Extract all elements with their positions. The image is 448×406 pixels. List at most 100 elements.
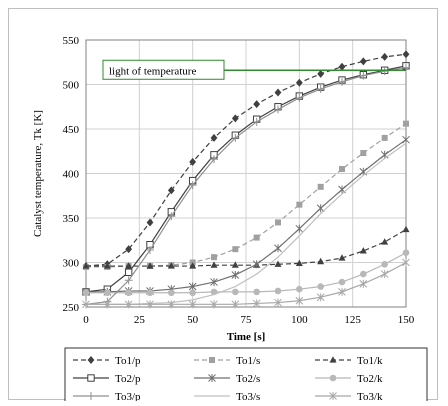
- data-point: [189, 289, 196, 297]
- legend-marker: [208, 374, 216, 382]
- data-point: [359, 71, 368, 80]
- legend: [64, 347, 428, 406]
- data-point: [380, 150, 389, 159]
- gridlines: [85, 39, 407, 308]
- data-point: [146, 289, 154, 297]
- data-point: [295, 93, 304, 102]
- x-axis-label: Time [s]: [227, 331, 266, 343]
- data-point: [295, 296, 304, 305]
- data-point: [316, 84, 325, 93]
- data-point: [231, 133, 240, 142]
- temperature-annotation: light of temperature: [102, 59, 406, 80]
- x-tick-label: 150: [398, 314, 415, 326]
- y-axis-label: Catalyst temperature, Tk [K]: [32, 110, 44, 237]
- data-point: [402, 135, 410, 144]
- data-point: [210, 278, 218, 287]
- data-point: [103, 300, 112, 309]
- annotation-label: light of temperature: [109, 65, 196, 77]
- data-point: [82, 300, 90, 309]
- data-point: [146, 300, 154, 309]
- data-point: [125, 262, 133, 269]
- series-line-to3-k: [86, 261, 407, 305]
- series-line-to3-p: [85, 66, 407, 305]
- data-point: [252, 260, 261, 269]
- data-point: [338, 287, 346, 296]
- data-point: [210, 300, 218, 309]
- data-point: [316, 204, 325, 213]
- data-point: [380, 270, 389, 279]
- legend-entry-to1-k: To1/k: [315, 355, 383, 367]
- x-tick-label: 50: [187, 314, 199, 326]
- data-point: [274, 88, 282, 97]
- data-point: [274, 244, 282, 253]
- y-tick-label: 500: [63, 80, 80, 92]
- legend-label: To3/s: [236, 391, 260, 401]
- y-tick-label: 400: [63, 169, 80, 181]
- data-point: [360, 270, 367, 278]
- data-point: [402, 249, 410, 257]
- legend-entry-to3-k: To3/k: [315, 391, 383, 403]
- legend-entry-to1-p: To1/p: [73, 355, 141, 367]
- series-to3-k: [82, 258, 410, 309]
- legend-entry-to1-s: To1/s: [194, 355, 260, 367]
- data-point: [231, 300, 240, 309]
- y-tick-label: 450: [63, 124, 80, 136]
- x-axis-ticks: 0 25 50 75 100 125 150: [83, 314, 415, 326]
- data-point: [167, 262, 175, 269]
- data-point: [82, 262, 90, 269]
- data-point: [295, 259, 303, 266]
- data-point: [317, 183, 324, 190]
- data-point: [359, 247, 367, 254]
- data-point: [211, 254, 217, 261]
- data-point: [403, 120, 409, 127]
- legend-entry-to2-s: To2/s: [194, 373, 260, 385]
- data-point: [146, 218, 154, 227]
- data-point: [338, 62, 346, 71]
- legend-label: To2/k: [357, 373, 383, 385]
- series-layer: [82, 50, 410, 309]
- data-point: [402, 50, 410, 59]
- series-line-to2-p: [85, 65, 407, 293]
- x-tick-label: 0: [83, 314, 89, 326]
- data-point: [124, 276, 133, 285]
- legend-marker: [329, 356, 337, 363]
- data-point: [381, 52, 389, 61]
- data-point: [253, 288, 260, 296]
- series-line-to2-s: [86, 139, 407, 293]
- legend-marker: [329, 374, 337, 382]
- legend-entries: To1/p To1/s To1/k To2/p To2/s To2/k To3/p To3/s…: [73, 355, 383, 403]
- data-point: [402, 225, 410, 233]
- data-point: [402, 258, 410, 267]
- data-point: [189, 157, 197, 166]
- y-tick-label: 300: [63, 258, 80, 270]
- legend-marker: [87, 374, 95, 382]
- data-point: [339, 166, 345, 173]
- x-tick-label: 125: [344, 314, 361, 326]
- y-tick-label: 550: [63, 35, 80, 47]
- chart-frame: 250 300 350 400 450 500 550 0 25 50 75 100 125 150 l…: [8, 8, 438, 406]
- x-tick-label: 25: [134, 314, 146, 326]
- data-point: [168, 289, 175, 297]
- data-point: [210, 261, 218, 268]
- data-point: [125, 245, 133, 254]
- legend-marker: [87, 392, 95, 400]
- y-axis-ticks: 250 300 350 400 450 500 550: [63, 35, 80, 314]
- data-point: [274, 298, 282, 307]
- legend-label: To1/s: [236, 355, 260, 367]
- data-point: [359, 57, 367, 66]
- data-point: [338, 77, 346, 86]
- legend-label: To3/p: [115, 391, 141, 401]
- data-point: [380, 67, 389, 76]
- data-point: [188, 300, 197, 309]
- data-point: [275, 219, 281, 226]
- data-point: [296, 285, 303, 293]
- legend-entry-to3-s: To3/s: [194, 391, 260, 403]
- line-chart: 250 300 350 400 450 500 550 0 25 50 75 100 125 150 l…: [32, 35, 428, 406]
- legend-marker: [209, 357, 215, 363]
- data-point: [316, 293, 325, 302]
- data-point: [232, 288, 239, 296]
- data-point: [231, 114, 239, 123]
- data-point: [360, 150, 367, 157]
- data-point: [210, 155, 218, 164]
- data-point: [274, 105, 282, 114]
